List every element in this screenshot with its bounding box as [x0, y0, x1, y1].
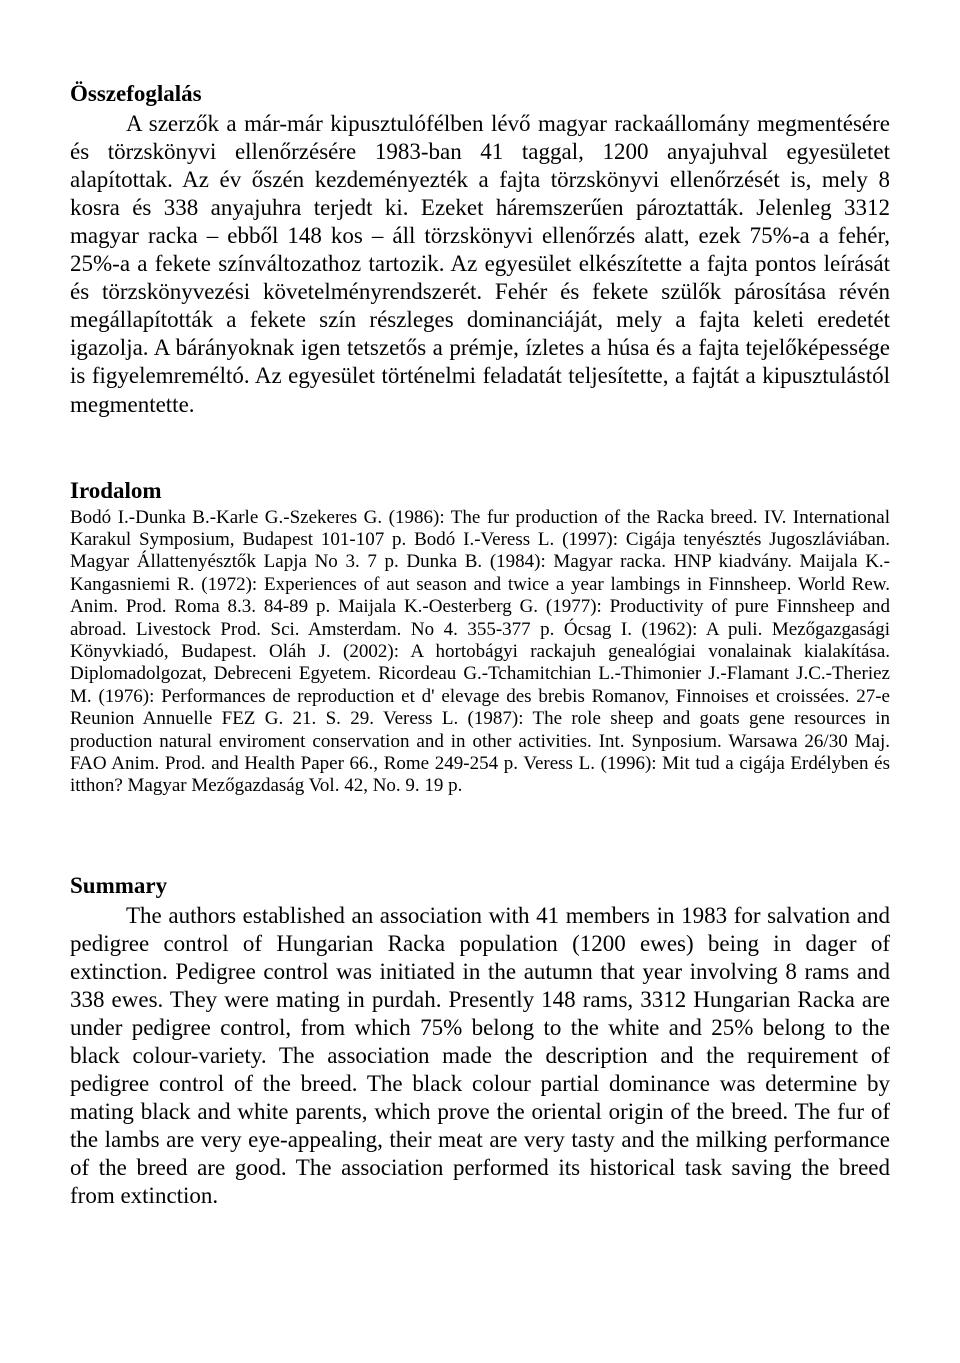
osszefoglalas-body: A szerzők a már-már kipusztulófélben lév…	[70, 110, 890, 419]
irodalom-body: Bodó I.-Dunka B.-Karle G.-Szekeres G. (1…	[70, 507, 890, 798]
osszefoglalas-heading: Összefoglalás	[70, 80, 890, 108]
section-spacer	[70, 844, 890, 872]
summary-body: The authors established an association w…	[70, 902, 890, 1211]
irodalom-heading: Irodalom	[70, 477, 890, 505]
section-spacer	[70, 449, 890, 477]
summary-heading: Summary	[70, 872, 890, 900]
